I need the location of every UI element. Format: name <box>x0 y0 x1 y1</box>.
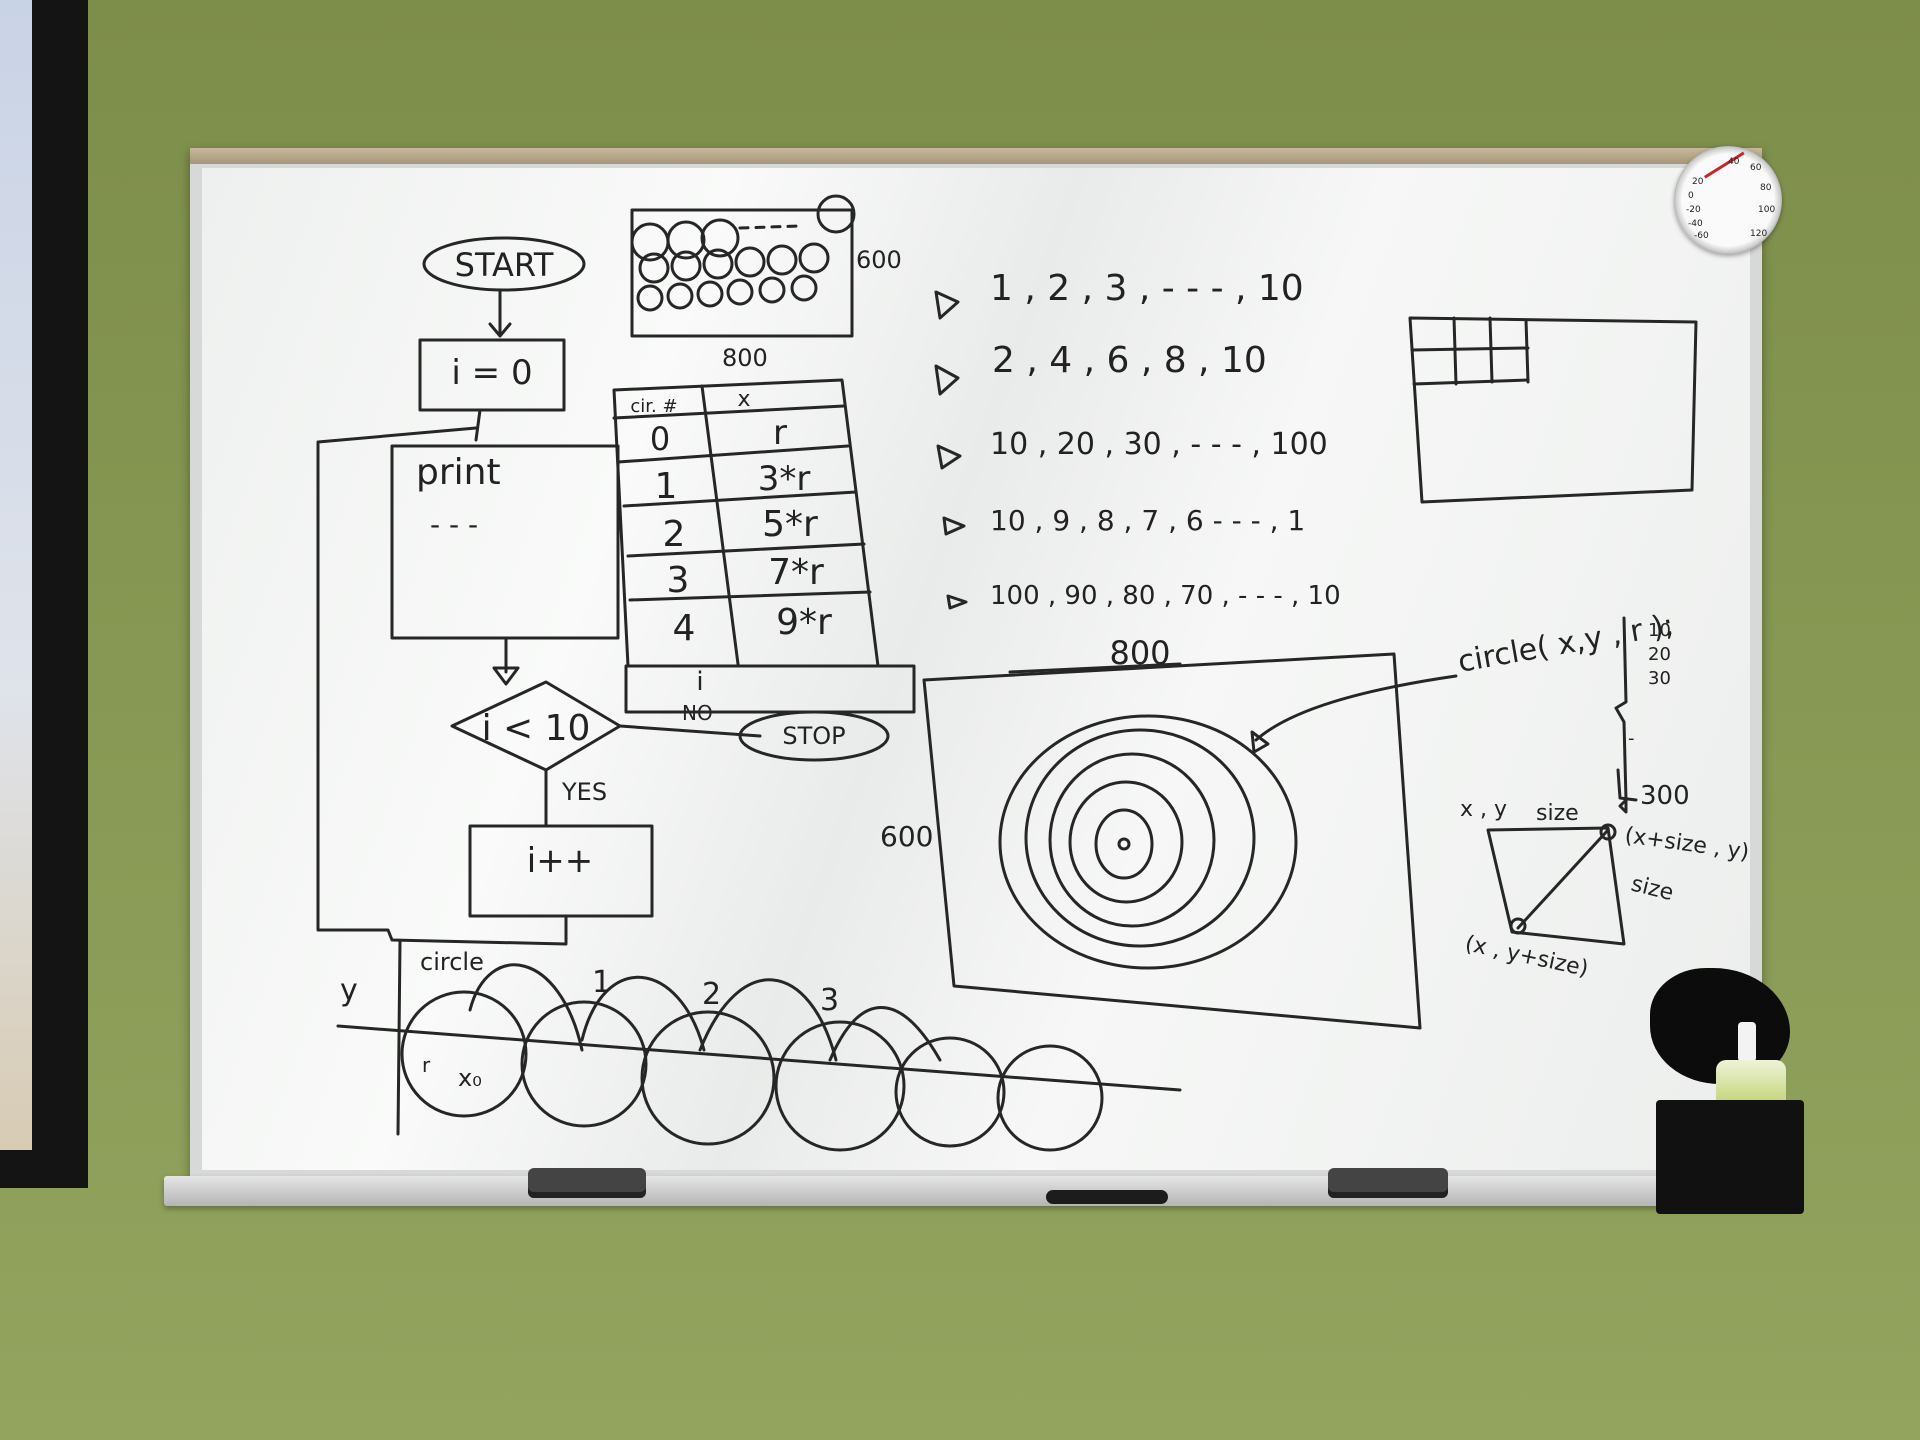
sequence-item: 10 , 20 , 30 , - - - , 100 <box>990 427 1328 462</box>
square-shape <box>1486 826 1626 946</box>
circle-row-x0: x₀ <box>458 1064 482 1092</box>
table-cell: r <box>773 413 787 453</box>
sequence-item: 100 , 90 , 80 , 70 , - - - , 10 <box>990 581 1341 611</box>
svg-text:60: 60 <box>1750 163 1762 173</box>
square-right-side: size <box>1629 872 1676 907</box>
start-label: START <box>455 246 554 284</box>
sequence-bullets <box>934 290 968 610</box>
value-brace-end <box>1616 768 1638 802</box>
print-label: print <box>416 452 501 493</box>
y-axis-line <box>396 940 402 1136</box>
table-cell: 9*r <box>776 602 832 643</box>
circle-row-label: circle <box>420 948 484 976</box>
start-oval <box>422 236 586 292</box>
circle-value: - <box>1628 728 1635 749</box>
svg-text:20: 20 <box>1692 177 1704 187</box>
yes-label: YES <box>561 778 607 806</box>
table-cell: 3*r <box>758 459 811 499</box>
thermometer-scale: 20 0 -20 -40 -60 40 60 80 100 120 <box>1686 157 1775 241</box>
flow-arrow <box>474 408 482 442</box>
svg-text:40: 40 <box>1728 157 1740 167</box>
cork-strip <box>190 148 1762 164</box>
table-cell: 3 <box>667 560 690 601</box>
svg-text:0: 0 <box>1688 191 1694 201</box>
square-diagonal <box>1516 828 1610 930</box>
increment-box <box>468 824 654 918</box>
square-top-right: (x+size , y) <box>1623 823 1751 865</box>
circle-value: 10 <box>1648 620 1671 641</box>
svg-text:-40: -40 <box>1688 219 1703 229</box>
supply-caddy <box>1656 1100 1804 1214</box>
flow-arrowhead <box>488 322 512 338</box>
stop-label: STOP <box>782 722 845 750</box>
no-branch-line <box>618 724 762 738</box>
circle-value: 30 <box>1648 668 1671 689</box>
monitor-frame <box>0 0 88 1188</box>
corner-dot <box>1599 823 1617 841</box>
table-cell: 2 <box>663 514 686 555</box>
spray-bottle-cap <box>1738 1022 1756 1062</box>
concentric-circles <box>998 714 1298 970</box>
table-footer: i <box>696 667 703 697</box>
square-top-left: x , y <box>1460 797 1507 822</box>
table-cell: 1 <box>655 466 678 507</box>
svg-text:100: 100 <box>1758 205 1775 215</box>
circle-row-r: r <box>422 1053 431 1077</box>
circles-grid-box <box>630 208 854 338</box>
marker-tray <box>164 1176 1794 1206</box>
monitor-screen <box>0 0 32 1150</box>
callout-arrow <box>1254 674 1458 742</box>
table-cell: 5*r <box>762 504 818 545</box>
grid-height-label: 600 <box>856 246 902 274</box>
condition-label: i < 10 <box>482 708 591 749</box>
loop-back-line <box>316 426 568 946</box>
table-header-cir: cir. # <box>630 396 677 417</box>
sequence-item: 10 , 9 , 8 , 7 , 6 - - - , 1 <box>990 504 1305 537</box>
canvas-width-label: 800 <box>1109 634 1170 672</box>
callout-arrowhead <box>1250 730 1270 754</box>
corner-dot <box>1509 917 1527 935</box>
table-header-x: x <box>737 387 750 412</box>
circle-call-text: circle( x,y , r ); <box>1455 607 1676 679</box>
svg-text:120: 120 <box>1750 229 1767 239</box>
print-dots: - - - <box>430 508 478 541</box>
circle-value: 20 <box>1648 644 1671 665</box>
canvas-height-label: 600 <box>880 820 933 853</box>
circle-value: 300 <box>1640 781 1690 811</box>
init-label: i = 0 <box>451 353 532 393</box>
value-brace <box>1614 616 1628 814</box>
marker[interactable] <box>1046 1190 1168 1204</box>
increment-label: i++ <box>527 841 593 881</box>
x-axis-line <box>336 1024 1182 1092</box>
circle-row-number: 3 <box>820 983 839 1018</box>
sequence-item: 2 , 4 , 6 , 8 , 10 <box>992 340 1267 381</box>
jump-arcs <box>468 963 942 1062</box>
grid-rectangle <box>1408 316 1698 504</box>
canvas-width-line <box>1008 662 1182 674</box>
sequence-item: 1 , 2 , 3 , - - - , 10 <box>990 268 1304 309</box>
grid-width-label: 800 <box>722 344 768 372</box>
init-box <box>418 338 566 412</box>
canvas-rectangle <box>922 652 1422 1030</box>
square-top-side: size <box>1536 801 1579 826</box>
table-cell: 4 <box>673 608 696 649</box>
grid-dashes <box>738 224 802 230</box>
grid-circles <box>630 194 856 312</box>
circle-row-number: 1 <box>592 965 611 1000</box>
table-cell: 7*r <box>768 552 824 593</box>
eraser[interactable] <box>528 1168 646 1198</box>
circle-row <box>400 990 1104 1152</box>
flow-arrowhead <box>492 666 520 686</box>
loop-table <box>612 378 916 714</box>
svg-text:80: 80 <box>1760 183 1772 193</box>
circle-row-number: 2 <box>702 977 721 1012</box>
svg-text:-60: -60 <box>1694 231 1709 241</box>
y-axis-label: y <box>340 973 358 1008</box>
eraser[interactable] <box>1328 1168 1448 1198</box>
table-cell: 0 <box>650 420 670 458</box>
svg-text:-20: -20 <box>1686 205 1701 215</box>
